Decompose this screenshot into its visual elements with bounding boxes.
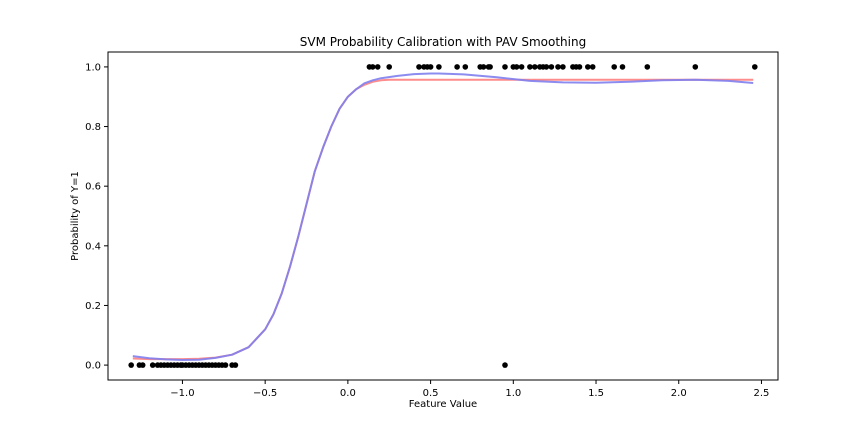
y-tick-label: 0.0 — [85, 361, 101, 372]
x-tick-label: 0.0 — [340, 388, 356, 399]
data-point — [585, 64, 591, 70]
data-point — [502, 64, 508, 70]
data-point — [416, 64, 422, 70]
y-tick-label: 0.8 — [85, 122, 101, 133]
data-point — [386, 64, 393, 70]
data-point — [139, 362, 146, 368]
x-tick-label: 2.5 — [754, 388, 770, 399]
x-axis-label: Feature Value — [409, 399, 477, 410]
data-point — [427, 64, 434, 70]
data-point — [548, 64, 555, 70]
data-point — [576, 64, 583, 70]
data-point — [128, 362, 134, 368]
data-point — [374, 64, 381, 70]
series-line-1 — [132, 72, 754, 361]
data-point — [149, 362, 156, 368]
data-point — [480, 64, 487, 70]
x-axis-ticks: −1.0 −0.5 0.0 0.5 1.0 1.5 2.0 2.5 — [170, 380, 769, 399]
x-tick-label: −0.5 — [253, 388, 277, 399]
data-point — [232, 362, 239, 368]
data-point — [619, 64, 626, 70]
chart-title: SVM Probability Calibration with PAV Smo… — [300, 35, 586, 49]
series-layer — [128, 64, 758, 368]
y-tick-label: 0.4 — [85, 241, 101, 252]
data-point — [532, 64, 538, 70]
data-point — [454, 64, 460, 70]
y-tick-label: 1.0 — [85, 62, 101, 73]
data-point — [518, 64, 525, 70]
data-point — [555, 64, 561, 70]
data-point — [692, 64, 699, 70]
data-point — [644, 64, 651, 70]
x-tick-label: −1.0 — [170, 388, 194, 399]
plot-frame — [107, 51, 779, 381]
data-point — [513, 64, 520, 70]
data-point — [369, 64, 376, 70]
x-tick-label: 1.0 — [505, 388, 521, 399]
y-tick-label: 0.6 — [85, 182, 101, 193]
data-point — [527, 64, 533, 70]
data-point — [543, 64, 550, 70]
y-axis-label: Probability of Y=1 — [70, 171, 81, 261]
data-point — [436, 64, 442, 70]
data-point — [611, 64, 617, 70]
data-point — [560, 64, 566, 70]
plot-area: −1.0 −0.5 0.0 0.5 1.0 1.5 2.0 2.5 0.00.20.40.60… — [85, 51, 779, 399]
x-tick-label: 2.0 — [671, 388, 687, 399]
x-tick-label: 1.5 — [588, 388, 604, 399]
y-axis-ticks: 0.0 0.2 0.4 0.6 0.8 1.0 — [85, 62, 108, 372]
y-tick-label: 0.2 — [85, 301, 101, 312]
data-point — [502, 362, 508, 368]
series-line-0 — [132, 78, 754, 361]
data-point — [589, 64, 596, 70]
data-point — [222, 362, 229, 368]
data-point — [752, 64, 758, 70]
x-tick-label: 0.5 — [423, 388, 439, 399]
data-point — [462, 64, 469, 70]
data-point — [487, 64, 493, 70]
